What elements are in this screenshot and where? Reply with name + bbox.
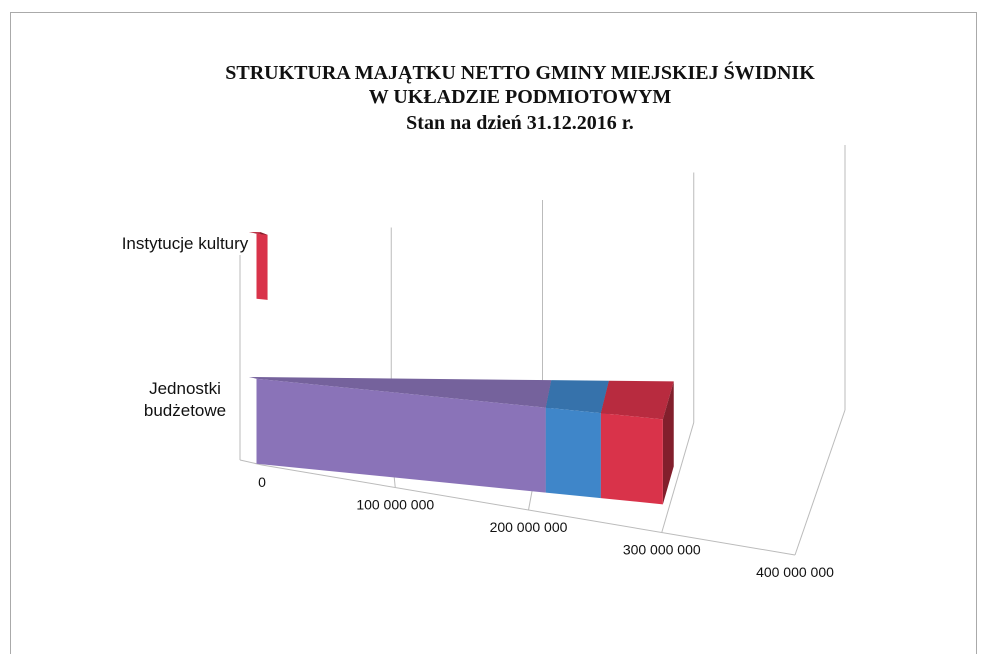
y-tick-label: Instytucje kultury [121, 234, 249, 253]
bar-face [545, 380, 609, 414]
bar-face [256, 378, 546, 493]
bar [248, 377, 552, 493]
bar [600, 380, 674, 505]
grid-line [794, 409, 846, 556]
bar-face [600, 413, 663, 505]
x-tick-label: 100 000 000 [356, 497, 434, 513]
chart-subtitle: W UKŁADZIE PODMIOTOWYM [368, 86, 672, 108]
y-tick-label: Jednostki budżetowe [143, 379, 227, 420]
x-tick-label: 300 000 000 [623, 542, 701, 558]
frame [10, 12, 977, 654]
floor-edge [261, 464, 796, 556]
bar-face [600, 380, 674, 420]
chart-title: STRUKTURA MAJĄTKU NETTO GMINY MIEJSKIEJ … [225, 62, 815, 84]
x-tick-label: 400 000 000 [756, 564, 834, 580]
bar [248, 232, 268, 300]
bar-face [662, 381, 674, 505]
x-tick-label: 200 000 000 [490, 519, 568, 535]
bar-face [545, 407, 601, 499]
grid-line [239, 459, 263, 466]
bar-face [248, 377, 552, 408]
date-line: Stan na dzień 31.12.2016 r. [406, 112, 634, 134]
bar-face [256, 233, 268, 300]
x-tick-label: 0 [258, 474, 266, 490]
bar [545, 380, 609, 499]
grid-line [661, 422, 695, 533]
